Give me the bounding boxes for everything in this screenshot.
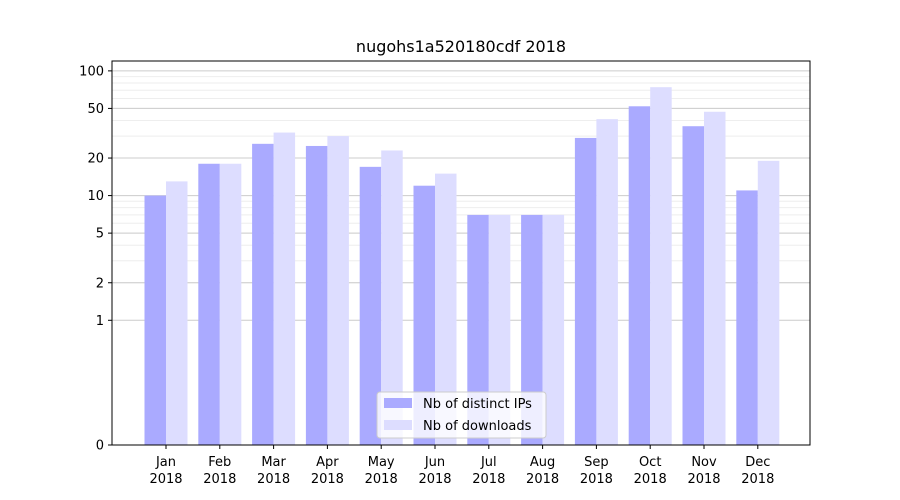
legend-swatch-distinct-ips <box>384 398 412 408</box>
bar-downloads <box>435 173 457 445</box>
y-tick-label: 1 <box>96 314 104 329</box>
bar-distinct-ips <box>144 195 166 445</box>
x-tick-label-year: 2018 <box>472 472 505 487</box>
bar-downloads <box>542 214 565 445</box>
bar-distinct-ips <box>682 126 704 446</box>
x-tick-label-year: 2018 <box>580 472 613 487</box>
legend-label-distinct-ips: Nb of distinct IPs <box>423 397 532 412</box>
bar-downloads <box>596 119 618 446</box>
bar-downloads <box>704 111 726 445</box>
bar-downloads <box>327 136 349 446</box>
bar-distinct-ips <box>736 190 758 445</box>
x-tick-label-month: Oct <box>639 455 661 470</box>
bar-downloads <box>219 163 242 445</box>
bar-distinct-ips <box>467 214 489 445</box>
x-tick-label-month: Mar <box>261 455 286 470</box>
y-tick-label: 100 <box>79 64 104 79</box>
bar-distinct-ips <box>413 185 435 445</box>
bar-distinct-ips <box>574 137 597 446</box>
bars <box>144 87 780 446</box>
legend-label-downloads: Nb of downloads <box>423 419 532 434</box>
x-tick-label-month: Aug <box>530 455 555 470</box>
x-tick-label-month: Jul <box>480 455 497 470</box>
legend-frame <box>376 391 547 439</box>
x-tick-label-year: 2018 <box>203 472 236 487</box>
legend-swatch-downloads <box>384 420 412 430</box>
x-tick-label-year: 2018 <box>526 472 559 487</box>
bar-downloads <box>166 181 188 445</box>
bar-downloads <box>381 150 403 445</box>
y-tick-label: 2 <box>96 276 104 291</box>
bar-downloads <box>488 214 511 445</box>
x-tick-label-year: 2018 <box>311 472 344 487</box>
x-tick-label-year: 2018 <box>634 472 667 487</box>
bar-downloads <box>757 160 780 445</box>
bar-distinct-ips <box>628 106 651 446</box>
chart-title: nugohs1a520180cdf 2018 <box>356 37 566 56</box>
x-tick-label-month: Sep <box>584 455 609 470</box>
x-axis-ticks: Jan 2018 Feb 2018 Mar 2018 Apr 2018 May 2018 Jun 20… <box>149 445 774 487</box>
x-tick-label-month: Jun <box>424 455 445 470</box>
bar-distinct-ips <box>359 166 382 445</box>
x-tick-label-month: May <box>368 455 395 470</box>
y-tick-label: 10 <box>87 189 104 204</box>
bar-distinct-ips <box>252 143 274 446</box>
bar-downloads <box>273 132 296 446</box>
x-tick-label-year: 2018 <box>741 472 774 487</box>
bar-distinct-ips <box>198 163 220 445</box>
x-tick-label-month: Feb <box>208 455 231 470</box>
bar-distinct-ips <box>305 145 328 446</box>
x-tick-label-year: 2018 <box>149 472 182 487</box>
y-tick-label: 20 <box>87 152 104 167</box>
bar-downloads <box>650 87 672 445</box>
legend: Nb of distinct IPs Nb of downloads <box>376 391 547 439</box>
x-tick-label-year: 2018 <box>257 472 290 487</box>
bar-distinct-ips <box>521 214 543 445</box>
x-tick-label-year: 2018 <box>365 472 398 487</box>
x-tick-label-year: 2018 <box>418 472 451 487</box>
y-tick-label: 5 <box>96 227 104 242</box>
y-tick-label: 50 <box>87 102 104 117</box>
plot-frame <box>111 60 811 446</box>
x-tick-label-month: Jan <box>155 455 176 470</box>
x-tick-label-month: Nov <box>691 455 717 470</box>
y-axis-ticks: 0 1 2 5 10 20 50 100 <box>79 64 112 454</box>
x-tick-label-year: 2018 <box>687 472 720 487</box>
x-tick-label-month: Dec <box>745 455 770 470</box>
x-tick-label-month: Apr <box>316 455 339 470</box>
y-tick-label: 0 <box>96 439 104 454</box>
